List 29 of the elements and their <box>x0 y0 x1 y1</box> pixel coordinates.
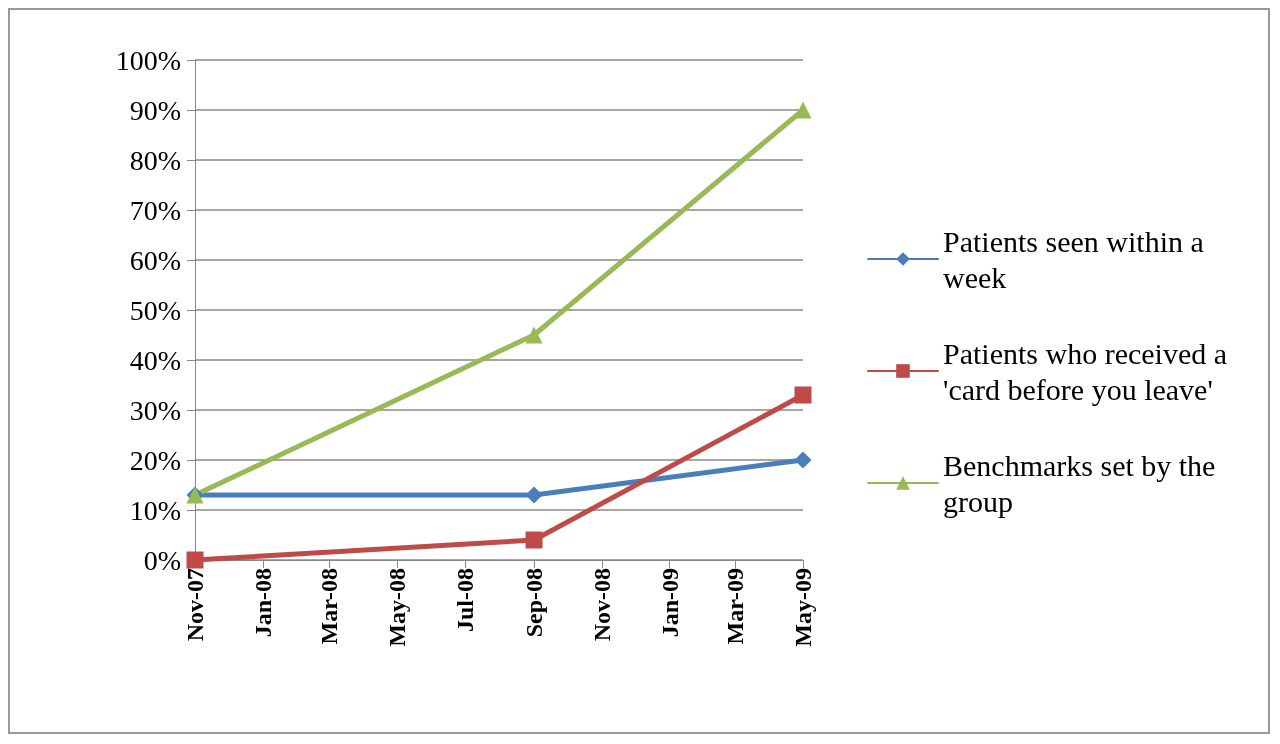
y-tick-label: 30% <box>129 394 181 426</box>
point <box>525 486 543 504</box>
x-tick-label: Jan-09 <box>656 568 683 638</box>
y-tick-label: 60% <box>129 244 181 276</box>
x-tick-label: Mar-09 <box>722 568 749 645</box>
y-tick-label: 70% <box>129 194 181 226</box>
x-tick-label: Sep-08 <box>521 568 548 638</box>
y-tick-label: 10% <box>129 494 181 526</box>
x-tick-label: Jan-08 <box>249 568 276 638</box>
point <box>794 386 812 404</box>
y-tick-label: 100% <box>115 44 181 76</box>
x-tick-label: Jul-08 <box>452 568 479 633</box>
y-tick-label: 50% <box>129 294 181 326</box>
point <box>525 531 543 549</box>
point <box>186 551 204 569</box>
x-tick-label: Nov-07 <box>182 568 208 642</box>
legend-label: Benchmarks set by the group <box>943 448 1223 518</box>
x-tick-label: May-09 <box>790 568 816 647</box>
y-tick-label: 90% <box>129 94 181 126</box>
legend-label: Patients who received a 'card before you leave' <box>943 336 1235 406</box>
x-tick-label: Nov-08 <box>588 568 615 642</box>
y-tick-label: 20% <box>129 444 181 476</box>
x-tick-label: May-08 <box>384 568 411 647</box>
y-tick-label: 80% <box>129 144 181 176</box>
x-tick-label: Mar-08 <box>316 568 343 645</box>
y-tick-label: 40% <box>129 344 181 376</box>
legend-label: Patients seen within a week <box>943 224 1212 294</box>
point <box>794 451 812 469</box>
y-tick-label: 0% <box>143 544 181 576</box>
